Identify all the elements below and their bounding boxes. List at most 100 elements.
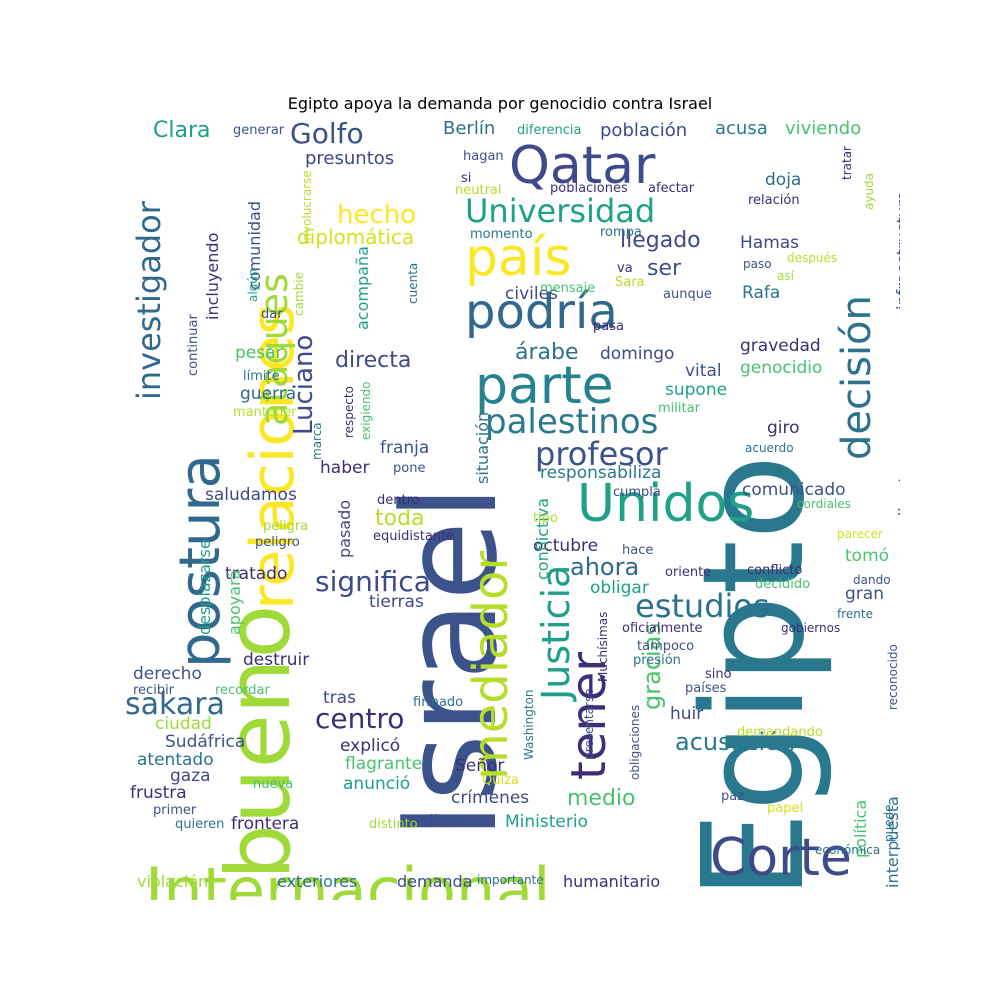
word-berlin: Berlín [443, 120, 496, 139]
word-destruir: destruir [243, 650, 310, 670]
word-viviendo: viviendo [785, 120, 862, 139]
word-presion: presión [633, 653, 681, 668]
word-universidad: Universidad [465, 192, 656, 230]
word-podria: podría [465, 284, 618, 340]
word-comunicado: comunicado [742, 480, 846, 500]
word-centro: centro [315, 702, 405, 735]
word-ministerio: Ministerio [505, 812, 588, 832]
word-despues: después [787, 251, 838, 265]
word-presuntos: presuntos [305, 148, 395, 169]
word-washington: Washington [522, 689, 536, 760]
word-huir: huir [670, 704, 704, 724]
word-hamas: Hamas [740, 233, 800, 253]
word-presentarse: presentarse [582, 688, 596, 760]
word-tratado: tratado [225, 564, 288, 584]
word-golfo: Golfo [290, 120, 364, 150]
word-octubre: octubre [533, 536, 599, 556]
word-respecto: respecto [342, 386, 356, 438]
word-exigiendo: exigiendo [359, 381, 373, 440]
word-situacion: situación [473, 411, 492, 484]
word-muchisimas: Muchísimas [596, 611, 610, 682]
word-palestinos: palestinos [485, 402, 659, 442]
word-gobiernos: gobiernos [781, 621, 841, 635]
word-demanda: demanda [397, 872, 473, 891]
word-oficialmente: oficialmente [622, 621, 703, 636]
word-exteriores: exteriores [277, 872, 358, 891]
word-explico: explicó [340, 736, 401, 756]
word-unidos: Unidos [577, 474, 755, 534]
word-ser: ser [647, 256, 682, 281]
word-decision: decisión [834, 295, 880, 460]
word-medio: medio [567, 786, 636, 811]
word-sudafrica: Sudáfrica [165, 732, 246, 752]
word-pais: país [465, 228, 572, 288]
word-primer: primer [153, 803, 197, 818]
word-quieren: quieren [175, 817, 225, 832]
word-pasa: pasa [593, 319, 624, 334]
word-genocidio: genocidio [740, 358, 823, 378]
word-significa: significa [315, 565, 431, 598]
word-militar: militar [658, 401, 700, 416]
word-gravedad: gravedad [740, 336, 821, 356]
word-peligro: peligro [255, 535, 300, 550]
word-sino: sino [705, 667, 732, 682]
word-haber: haber [320, 458, 370, 478]
word-distinto: distinto [369, 817, 418, 832]
word-rafa: Rafa [742, 283, 781, 303]
word-asi: así [777, 269, 794, 283]
word-paso: paso [743, 257, 772, 271]
word-crimenes: crímenes [451, 788, 530, 808]
word-decidido: decidido [755, 577, 811, 592]
word-anuncio: anunció [343, 774, 411, 794]
word-papel: papel [767, 801, 804, 816]
word-cumpla: cumpla [613, 485, 661, 500]
word-pesar: pesar [235, 343, 283, 363]
word-giro: giro [767, 418, 800, 438]
word-nueva: nueva [253, 777, 294, 792]
word-hecho: hecho [337, 200, 417, 230]
word-dando: dando [853, 573, 891, 587]
word-si: si [461, 171, 472, 186]
word-justicia: Justicia [534, 564, 578, 700]
word-gaza: gaza [170, 766, 211, 786]
word-dice: dice [423, 812, 459, 832]
word-tratar: tratar [840, 146, 854, 180]
word-sakara: sakara [125, 687, 225, 722]
word-diplomatica: diplomática [297, 225, 415, 249]
word-arabe: árabe [515, 340, 579, 365]
word-conflicto: conflicto [747, 563, 803, 578]
word-algun: algún [246, 268, 260, 302]
word-directos: directos [895, 458, 900, 522]
word-equidistante: equidistante [373, 529, 455, 544]
word-oriente: oriente [665, 565, 712, 580]
word-apoyara: apoyará [225, 569, 244, 635]
word-ahora: ahora [570, 553, 640, 581]
word-mantener: mantener [233, 405, 297, 420]
word-afectar: afectar [648, 181, 695, 196]
word-cuenta: cuenta [406, 262, 420, 304]
word-frente: frente [837, 607, 873, 621]
word-continuar: continuar [186, 314, 201, 376]
word-rompa: rompa [600, 225, 642, 240]
word-aunque: aunque [663, 287, 712, 302]
word-tierras: tierras [369, 592, 424, 612]
word-obligaciones: obligaciones [628, 704, 642, 780]
word-paz: paz [721, 789, 745, 804]
word-generar: generar [233, 123, 285, 138]
word-quiza: Quiza [482, 773, 519, 788]
word-hagan: hagan [463, 149, 504, 164]
word-tomo: tomó [845, 546, 890, 566]
word-llegado: llegado [620, 228, 701, 253]
word-pasado: pasado [335, 499, 354, 558]
word-parte: parte [475, 356, 614, 416]
word-mediador: mediador [463, 550, 519, 780]
word-paises: países [685, 681, 727, 696]
chart-title: Egipto apoya la demanda por genocidio co… [287, 94, 713, 113]
word-profesor: profesor [535, 435, 668, 473]
word-internacional: Internacional [145, 854, 551, 901]
word-neutral: neutral [455, 183, 502, 198]
word-poblacion: población [600, 120, 688, 141]
word-va: va [617, 261, 633, 276]
word-guerra: guerra [240, 384, 297, 404]
word-acompana: acompaña [353, 246, 372, 330]
